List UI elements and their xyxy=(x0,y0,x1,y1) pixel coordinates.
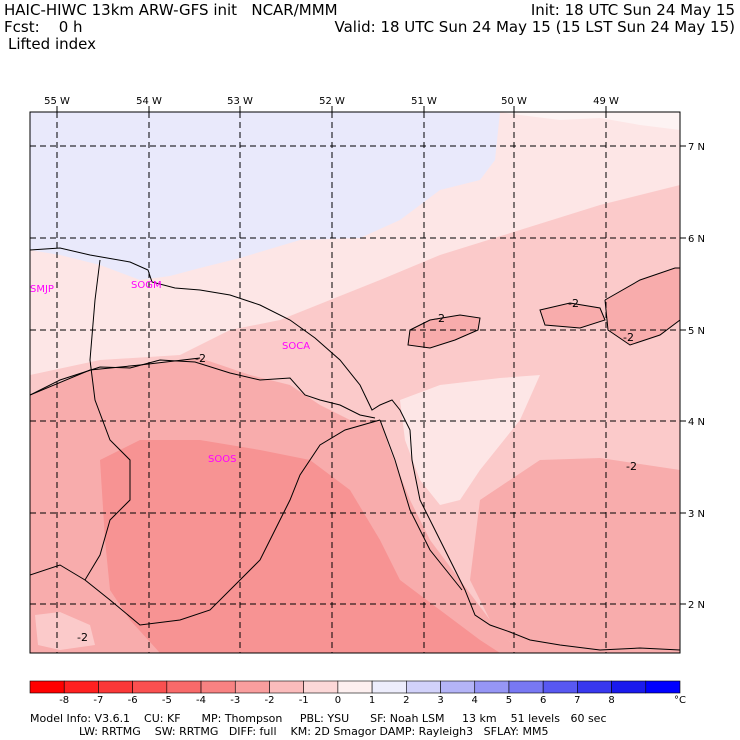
contour-c xyxy=(604,267,680,346)
lon-label: 54 W xyxy=(136,96,162,107)
field-name: Lifted index xyxy=(8,35,96,53)
region-pale-interior xyxy=(400,375,540,505)
lon-label: 52 W xyxy=(319,96,345,107)
region-light-blue xyxy=(30,112,500,280)
colorbar-tick-label: 5 xyxy=(506,695,512,706)
border-guiana xyxy=(84,419,381,626)
colorbar-tick-label: 2 xyxy=(403,695,409,706)
model-title: HAIC-HIWC 13km ARW-GFS init NCAR/MMM xyxy=(4,1,338,19)
map-frame xyxy=(29,111,681,654)
lat-label: 7 N xyxy=(688,142,705,153)
contour-d xyxy=(30,357,201,396)
lat-label: 5 N xyxy=(688,326,705,337)
coastline xyxy=(30,247,680,651)
blob-minus2-d xyxy=(35,612,95,650)
colorbar-tick-label: 1 xyxy=(369,695,375,706)
region-mid-pink-east xyxy=(470,458,680,653)
region-deep-pink xyxy=(100,440,500,653)
colorbar-tick-label: 8 xyxy=(608,695,614,706)
contour-b xyxy=(539,302,606,329)
lon-labels: 55 W 54 W 53 W 52 W 51 W 50 W 49 W xyxy=(44,96,619,107)
station-label: SOCA xyxy=(282,341,310,352)
colorbar-tick-label: 6 xyxy=(540,695,546,706)
lifted-index-field xyxy=(30,112,680,653)
contour-label: -2 xyxy=(195,352,206,365)
lon-label: 49 W xyxy=(593,96,619,107)
border-suriname xyxy=(30,259,131,581)
station-label: SOOS xyxy=(208,454,236,465)
lat-labels: 7 N 6 N 5 N 4 N 3 N 2 N xyxy=(688,142,705,611)
map-plot: -2 -2 -2 -2 -2 -2 SMJP SOGM SOCA SOOS 55… xyxy=(29,96,705,654)
model-info-line2: LW: RRTMG SW: RRTMG DIFF: full KM: 2D Sm… xyxy=(30,725,549,738)
contour-labels: -2 -2 -2 -2 -2 -2 xyxy=(77,297,637,644)
graticule xyxy=(30,112,680,653)
lon-label: 50 W xyxy=(501,96,527,107)
lat-label: 4 N xyxy=(688,417,705,428)
blob-minus2-c xyxy=(605,268,680,345)
colorbar-unit: °C xyxy=(674,695,686,706)
valid-time: Valid: 18 UTC Sun 24 May 15 (15 LST Sun … xyxy=(334,18,735,36)
region-whitish xyxy=(500,112,680,130)
lat-label: 3 N xyxy=(688,509,705,520)
colorbar-tick-label: -1 xyxy=(299,695,309,706)
blob-minus2-b xyxy=(540,303,605,328)
contour-label: -2 xyxy=(626,460,637,473)
lon-label: 53 W xyxy=(227,96,253,107)
blob-minus2-a xyxy=(408,315,480,348)
lon-label: 55 W xyxy=(44,96,70,107)
station-label: SOGM xyxy=(131,280,162,291)
colorbar-tick-label: -5 xyxy=(162,695,172,706)
lat-label: 2 N xyxy=(688,600,705,611)
colorbar-tick-label: 3 xyxy=(437,695,443,706)
contours xyxy=(30,267,680,396)
contour-label: -2 xyxy=(568,297,579,310)
colorbar-tick-label: 4 xyxy=(472,695,478,706)
model-info-line1: Model Info: V3.6.1 CU: KF MP: Thompson P… xyxy=(30,712,607,725)
colorbar-tick-labels: -8 -7 -6 -5 -4 -3 -2 -1 0 1 2 3 4 5 6 7 8 xyxy=(59,695,615,706)
contour-label: -2 xyxy=(434,312,445,325)
init-time: Init: 18 UTC Sun 24 May 15 xyxy=(530,1,735,19)
colorbar-tick-label: -6 xyxy=(128,695,138,706)
colorbar-tick-label: -8 xyxy=(59,695,69,706)
colorbar-tick-label: 7 xyxy=(574,695,580,706)
colorbar-tick-label: -4 xyxy=(196,695,206,706)
station-label: SMJP xyxy=(30,284,54,295)
ticks xyxy=(56,106,686,605)
colorbar-tick-label: -2 xyxy=(264,695,274,706)
border-oyapock xyxy=(379,419,463,591)
colorbar-tick-label: -3 xyxy=(230,695,240,706)
border-north xyxy=(30,359,376,419)
contour-label: -2 xyxy=(623,331,634,344)
contour-label: -2 xyxy=(77,631,88,644)
forecast-hour: Fcst: 0 h xyxy=(4,18,83,36)
coastlines xyxy=(30,247,680,651)
station-labels: SMJP SOGM SOCA SOOS xyxy=(30,280,310,465)
colorbar-tick-label: -7 xyxy=(93,695,103,706)
colorbar-tick-label: 0 xyxy=(335,695,341,706)
contour-a xyxy=(407,314,481,349)
lon-label: 51 W xyxy=(411,96,437,107)
lat-label: 6 N xyxy=(688,234,705,245)
